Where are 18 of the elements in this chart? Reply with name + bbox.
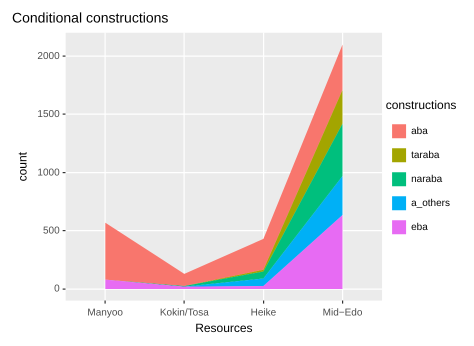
legend-label: a_others bbox=[411, 198, 450, 209]
y-tick-label: 0 bbox=[54, 284, 60, 295]
y-tick-label: 2000 bbox=[37, 50, 60, 62]
chart-title: Conditional constructions bbox=[12, 9, 168, 26]
y-tick-label: 500 bbox=[42, 225, 60, 236]
legend-label: naraba bbox=[411, 174, 443, 185]
legend-title: constructions bbox=[386, 98, 456, 112]
x-tick-label: Manyoo bbox=[87, 307, 124, 318]
x-tick-label: Kokin/Tosa bbox=[160, 307, 210, 318]
x-tick-label: Heike bbox=[250, 307, 277, 318]
legend-label: aba bbox=[411, 126, 428, 137]
x-tick-label: Mid−Edo bbox=[322, 307, 363, 318]
legend-label: eba bbox=[411, 222, 428, 233]
y-tick-label: 1500 bbox=[37, 109, 60, 120]
x-axis-title: Resources bbox=[195, 321, 253, 336]
legend-label: taraba bbox=[411, 150, 440, 161]
y-tick-label: 1000 bbox=[37, 167, 60, 178]
y-axis-title: count bbox=[16, 151, 30, 182]
